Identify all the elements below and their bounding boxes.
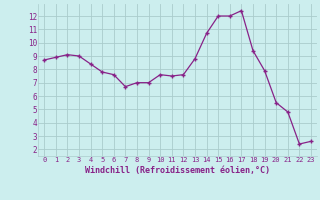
X-axis label: Windchill (Refroidissement éolien,°C): Windchill (Refroidissement éolien,°C) xyxy=(85,166,270,175)
